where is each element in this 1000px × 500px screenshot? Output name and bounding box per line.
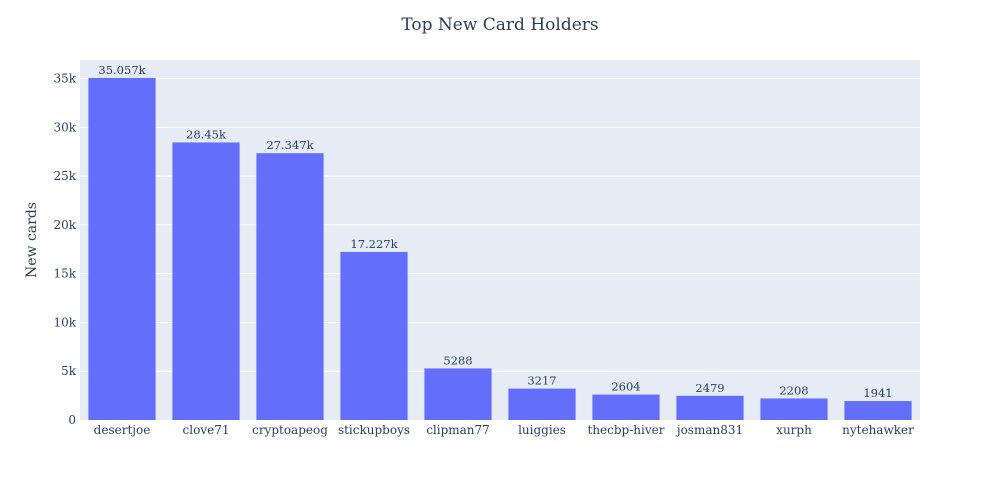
- chart-title: Top New Card Holders: [401, 15, 598, 35]
- x-tick-label: josman831: [675, 423, 743, 437]
- bar[interactable]: [424, 368, 492, 420]
- bar[interactable]: [256, 153, 324, 420]
- y-tick-label: 25k: [53, 169, 76, 183]
- x-tick-label: stickupboys: [338, 423, 410, 437]
- x-tick-label: xurph: [776, 423, 812, 437]
- x-axis-ticks: desertjoe clove71 cryptoapeog stickupboys cl…: [94, 423, 914, 437]
- x-tick-label: luiggies: [518, 423, 566, 437]
- bar[interactable]: [844, 401, 912, 420]
- bar-data-label: 27.347k: [266, 138, 314, 152]
- bar[interactable]: [592, 394, 660, 420]
- x-tick-label: nytehawker: [842, 423, 914, 437]
- bar-data-label: 1941: [863, 386, 892, 400]
- bar-data-label: 2479: [695, 381, 724, 395]
- bar-data-label: 2208: [779, 383, 808, 397]
- y-tick-label: 10k: [53, 315, 76, 329]
- bar-data-label: 3217: [527, 374, 556, 388]
- y-tick-label: 0: [68, 413, 76, 427]
- data-labels: 35.057k 28.45k 27.347k 17.227k 5288 3217 2604 2…: [98, 63, 892, 400]
- bar[interactable]: [760, 398, 828, 420]
- bar[interactable]: [172, 142, 240, 420]
- x-tick-label: cryptoapeog: [252, 423, 328, 437]
- y-tick-label: 15k: [53, 267, 76, 281]
- x-tick-label: clipman77: [426, 423, 490, 437]
- y-tick-label: 35k: [53, 72, 76, 86]
- bar[interactable]: [508, 388, 576, 420]
- y-axis-ticks: 0 5k 10k 15k 20k 25k 30k 35k: [53, 72, 76, 427]
- bar-data-label: 17.227k: [350, 237, 398, 251]
- y-tick-label: 5k: [61, 364, 77, 378]
- x-tick-label: clove71: [183, 423, 230, 437]
- y-tick-label: 30k: [53, 120, 76, 134]
- y-axis-title: New cards: [24, 202, 40, 278]
- bars: [88, 77, 912, 421]
- x-tick-label: thecbp-hiver: [588, 423, 665, 437]
- bar[interactable]: [340, 251, 408, 420]
- bar-data-label: 28.45k: [186, 127, 227, 141]
- x-tick-label: desertjoe: [94, 423, 151, 437]
- bar[interactable]: [88, 77, 156, 421]
- bar-data-label: 35.057k: [98, 63, 146, 77]
- bar[interactable]: [676, 395, 744, 420]
- y-tick-label: 20k: [53, 218, 76, 232]
- bar-data-label: 2604: [611, 380, 640, 394]
- bar-data-label: 5288: [443, 353, 472, 367]
